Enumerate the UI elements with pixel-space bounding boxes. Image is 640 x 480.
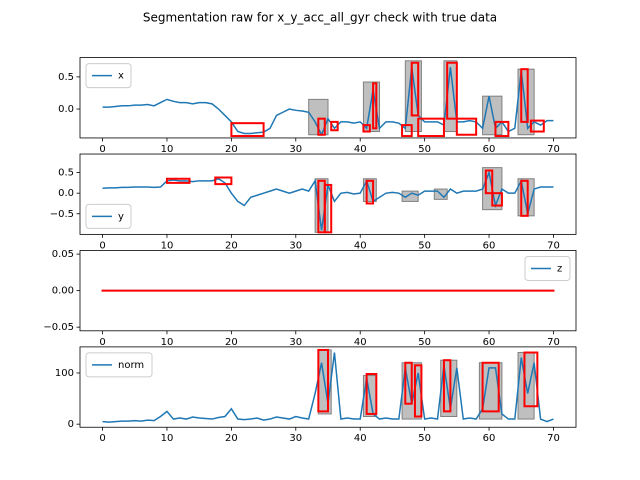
x-tick-label: 70 <box>547 337 560 348</box>
x-tick-label: 20 <box>225 240 238 251</box>
red-segment <box>410 61 420 117</box>
data-line <box>102 67 554 137</box>
x-tick-label: 30 <box>289 337 302 348</box>
legend-label: norm <box>118 360 144 371</box>
x-tick-label: 10 <box>161 240 174 251</box>
y-tick-label: 100 <box>55 368 74 379</box>
red-segment <box>520 179 529 217</box>
red-segment <box>529 119 545 133</box>
red-segment <box>401 124 413 138</box>
y-tick-label: −0.5 <box>50 209 74 220</box>
gray-segment <box>314 178 329 233</box>
red-segment <box>214 176 233 186</box>
red-segment <box>404 361 413 405</box>
red-segment <box>481 361 500 413</box>
legend-label: z <box>557 263 562 274</box>
y-tick-label: 0 <box>68 419 74 430</box>
red-segment <box>317 117 326 136</box>
x-tick-label: 30 <box>289 240 302 251</box>
y-tick-label: 0.5 <box>58 72 74 83</box>
red-segment <box>520 68 529 123</box>
red-segment <box>417 117 445 138</box>
red-segment <box>484 169 494 195</box>
red-segment <box>323 183 333 234</box>
y-tick-label: 0.0 <box>58 104 74 115</box>
x-tick-label: 40 <box>354 433 367 444</box>
y-tick-label: 0.0 <box>58 188 74 199</box>
red-segment <box>362 124 371 133</box>
x-tick-label: 0 <box>99 240 105 251</box>
x-tick-label: 20 <box>225 433 238 444</box>
x-tick-label: 20 <box>225 337 238 348</box>
x-tick-label: 10 <box>161 337 174 348</box>
x-tick-label: 50 <box>418 240 431 251</box>
x-tick-label: 0 <box>99 433 105 444</box>
red-segment <box>442 359 452 413</box>
red-segment <box>317 348 330 413</box>
y-tick-label: −0.05 <box>43 322 74 333</box>
x-tick-label: 50 <box>418 337 431 348</box>
gray-segment <box>401 190 419 202</box>
subplot: 0 10 20 30 40 50 60 70 −0.05 0.00 0.05 z <box>43 249 577 348</box>
legend-box <box>85 352 153 378</box>
red-segment <box>330 120 339 132</box>
axes-frame <box>79 153 577 235</box>
red-segment <box>365 179 375 205</box>
x-tick-label: 70 <box>547 240 560 251</box>
x-tick-label: 40 <box>354 337 367 348</box>
y-tick-label: 0.05 <box>52 249 74 260</box>
x-tick-label: 40 <box>354 144 367 155</box>
axes-frame <box>79 57 577 139</box>
figure-title: Segmentation raw for x_y_acc_all_gyr che… <box>143 11 497 25</box>
x-tick-label: 70 <box>547 433 560 444</box>
x-tick-label: 0 <box>99 144 105 155</box>
x-tick-label: 50 <box>418 144 431 155</box>
red-segment <box>165 177 191 184</box>
x-tick-label: 10 <box>161 433 174 444</box>
red-segment <box>446 61 458 120</box>
red-segment <box>491 192 503 207</box>
red-segment <box>230 122 265 138</box>
red-segment <box>372 82 378 130</box>
red-segment <box>413 364 423 418</box>
x-tick-label: 10 <box>161 144 174 155</box>
x-tick-label: 30 <box>289 144 302 155</box>
x-tick-label: 60 <box>483 433 496 444</box>
subplot: 0 10 20 30 40 50 60 70 0 100 norm <box>55 346 577 444</box>
legend-label: y <box>118 211 124 222</box>
x-tick-label: 40 <box>354 240 367 251</box>
axes-frame <box>79 346 577 428</box>
x-tick-label: 50 <box>418 433 431 444</box>
subplot: 0 10 20 30 40 50 60 70 −0.5 0.0 0.5 y <box>50 153 577 251</box>
x-tick-label: 20 <box>225 144 238 155</box>
legend-label: x <box>118 71 124 82</box>
red-segment <box>523 351 539 408</box>
x-tick-label: 30 <box>289 433 302 444</box>
x-tick-label: 60 <box>483 337 496 348</box>
y-tick-label: 0.00 <box>52 286 74 297</box>
red-segment <box>494 120 510 138</box>
x-tick-label: 60 <box>483 240 496 251</box>
red-segment <box>365 373 378 415</box>
x-tick-label: 0 <box>99 337 105 348</box>
subplot: 0 10 20 30 40 50 60 70 0.0 0.5 x <box>58 57 577 155</box>
x-tick-label: 60 <box>483 144 496 155</box>
red-segment <box>455 117 478 136</box>
y-tick-label: 0.5 <box>58 168 74 179</box>
x-tick-label: 70 <box>547 144 560 155</box>
